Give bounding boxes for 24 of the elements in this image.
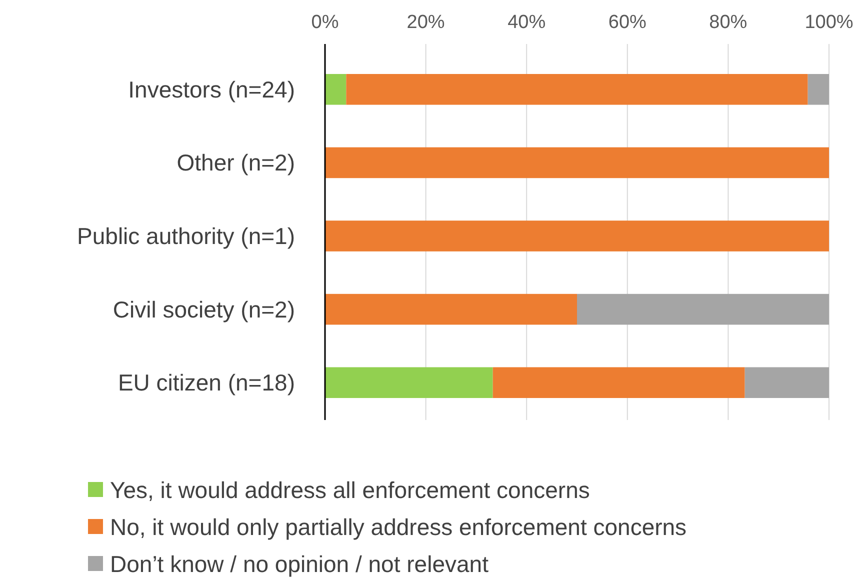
x-tick-label: 40% <box>508 12 546 33</box>
bar <box>325 294 577 325</box>
x-tick-label: 0% <box>311 12 339 33</box>
legend-label: No, it would only partially address enforcement concerns <box>110 514 687 540</box>
bar <box>744 367 829 398</box>
x-tick-label: 80% <box>709 12 748 33</box>
x-tick-label: 60% <box>608 12 647 33</box>
y-tick-label: Public authority (n=1) <box>77 223 295 250</box>
bar <box>808 74 829 105</box>
y-tick-label: Civil society (n=2) <box>112 296 295 322</box>
y-tick-label: EU citizen (n=18) <box>118 370 295 396</box>
x-tick-label: 100% <box>804 12 854 33</box>
legend-label: Don’t know / no opinion / not relevant <box>110 551 490 578</box>
y-tick-label: Other (n=2) <box>176 150 295 176</box>
legend-label: Yes, it would address all enforcement concerns <box>110 477 590 504</box>
x-tick-label: 20% <box>406 12 445 33</box>
bar <box>492 367 745 398</box>
bar <box>577 294 829 325</box>
bar <box>325 220 829 252</box>
y-tick-label: Investors (n=24) <box>128 76 295 102</box>
bar <box>325 74 346 105</box>
bar <box>346 74 808 105</box>
bar <box>325 147 829 178</box>
bar <box>325 367 493 398</box>
